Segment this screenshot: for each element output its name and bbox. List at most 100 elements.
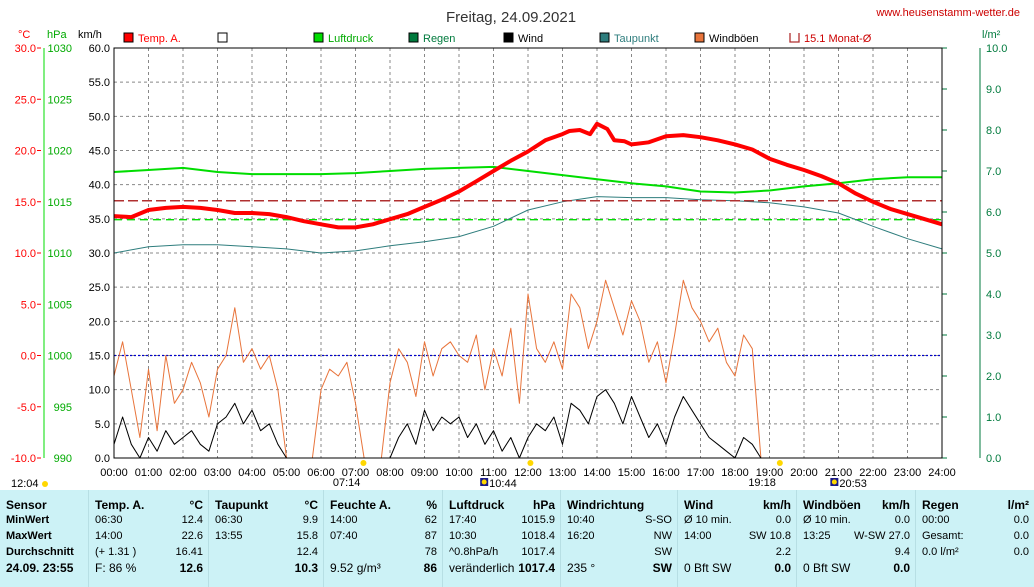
stats-cell-label: 16:20 — [567, 530, 595, 542]
stats-row: 0 Bft SW 0.0 — [803, 561, 910, 575]
stats-column-unit: km/h — [762, 498, 791, 512]
time-tick-label: 15:00 — [618, 467, 646, 479]
weather-chart: Freitag, 24.09.2021 www.heusenstamm-wett… — [11, 7, 1020, 490]
stats-row: 00:00 0.0 — [922, 514, 1029, 528]
stats-column-title: Regen — [922, 498, 959, 512]
wind-tick-label: 20.0 — [89, 316, 110, 328]
series-luftdruck — [113, 165, 942, 194]
stats-cell-value: 0.0 — [894, 514, 910, 526]
pressure-tick-label: 990 — [54, 453, 72, 465]
stats-row: 13:55 15.8 — [215, 530, 318, 544]
axis-unit-labels: °C hPa km/h l/m² — [18, 29, 1001, 41]
legend-label: Regen — [423, 33, 455, 45]
temp-tick-label: 0.0 — [21, 351, 36, 363]
stats-row: 235 ° SW — [567, 561, 672, 575]
stats-row: 10.3 — [215, 561, 318, 575]
stats-column-header: Wind km/h — [684, 498, 791, 512]
stats-cell-value: S-SO — [645, 514, 672, 526]
stats-cell-value: 0.0 — [775, 514, 791, 526]
stats-column-title: Luftdruck — [449, 498, 505, 512]
chart-legend: Temp. A. Luftdruck Regen Wind Taupunkt Windbö… — [123, 32, 872, 45]
stats-cell-value: 1017.4 — [521, 546, 555, 558]
stats-cell-label: 10:30 — [449, 530, 477, 542]
pressure-tick-label: 1015 — [48, 197, 72, 209]
stats-row: 0 Bft SW 0.0 — [684, 561, 791, 575]
stats-column-header: Taupunkt °C — [215, 498, 318, 512]
legend-label: Wind — [518, 33, 543, 45]
stats-cell-value: NW — [653, 530, 672, 542]
time-tick-label: 23:00 — [894, 467, 922, 479]
stats-cell-label: 06:30 — [95, 514, 123, 526]
chart-grid — [114, 48, 942, 458]
stats-cell-label: 17:40 — [449, 514, 477, 526]
wind-tick-label: 15.0 — [89, 351, 110, 363]
time-tick-label: 10:00 — [445, 467, 473, 479]
stats-row: Ø 10 min. 0.0 — [684, 514, 791, 528]
stats-row: 78 — [330, 546, 437, 560]
stats-row: 06:30 9.9 — [215, 514, 318, 528]
stats-row — [922, 561, 1029, 575]
pressure-tick-label: 995 — [54, 402, 72, 414]
stats-row: 13:25 W-SW 27.0 — [803, 530, 910, 544]
temp-tick-label: 30.0 — [15, 43, 36, 55]
stats-cell-value: 1017.4 — [518, 561, 555, 575]
stats-column-feuchte-a-: Feuchte A.% 14:00 62 07:40 87 78 9.52 g/m³ 86 — [323, 490, 443, 587]
stats-row: 2.2 — [684, 546, 791, 560]
time-tick-label: 24:00 — [928, 467, 956, 479]
stats-cell-label: 14:00 — [684, 530, 712, 542]
rain-tick-label: 10.0 — [986, 43, 1007, 55]
sun-marker-icon — [776, 460, 783, 466]
temp-tick-label: -10.0 — [11, 453, 36, 465]
stats-column-title: Temp. A. — [95, 498, 145, 512]
sensor-header: Sensor — [6, 498, 47, 512]
website-link[interactable]: www.heusenstamm-wetter.de — [875, 7, 1020, 19]
stats-column-regen: Regen l/m² 00:00 0.0 Gesamt: 0.0 0.0 l/m² 0.0 — [915, 490, 1034, 587]
time-tick-label: 01:00 — [135, 467, 163, 479]
stats-column-windrichtung: Windrichtung 10:40 S-SO 16:20 NW SW 235 ° SW — [560, 490, 678, 587]
y-axes: 30.0 25.0 20.0 15.0 10.0 5.0 0.0 -5.0 -10.0 1030 1… — [11, 43, 1008, 465]
stats-cell-value: W-SW 27.0 — [853, 530, 910, 542]
legend-label: 15.1 Monat-Ø — [804, 33, 872, 45]
stats-row: veränderlich 1017.4 — [449, 561, 555, 575]
temp-tick-label: 20.0 — [15, 146, 36, 158]
stats-row: Gesamt: 0.0 — [922, 530, 1029, 544]
stats-cell-value: 86 — [423, 561, 437, 575]
wind-tick-label: 55.0 — [89, 77, 110, 89]
legend-swatch — [789, 33, 800, 43]
stats-cell-label: 07:40 — [330, 530, 358, 542]
series-temp-a- — [113, 121, 943, 230]
stats-cell-label: 235 ° — [567, 561, 596, 575]
stats-cell-label: 0 Bft SW — [684, 561, 732, 575]
time-tick-label: 12:00 — [514, 467, 542, 479]
time-tick-label: 14:00 — [583, 467, 611, 479]
time-tick-label: 03:00 — [204, 467, 232, 479]
stats-column-title: Taupunkt — [215, 498, 269, 512]
wind-tick-label: 5.0 — [95, 419, 110, 431]
stats-cell-value: SW 10.8 — [748, 530, 791, 542]
pressure-unit-label: hPa — [47, 29, 67, 41]
stats-row: ^0.8hPa/h 1017.4 — [449, 546, 555, 560]
legend-swatch — [408, 32, 419, 43]
wind-tick-label: 30.0 — [89, 248, 110, 260]
stats-column-unit: km/h — [881, 498, 910, 512]
stats-cell-value: 12.4 — [181, 514, 203, 526]
stats-cell-value: 10.3 — [294, 561, 318, 575]
marker-label: 10:44 — [489, 478, 517, 490]
time-tick-label: 18:00 — [721, 467, 749, 479]
stats-cell-value: SW — [652, 561, 672, 575]
stats-column-header: Temp. A. °C — [95, 498, 203, 512]
stats-cell-value: 2.2 — [775, 546, 791, 558]
stats-column-luftdruck: Luftdruck hPa 17:40 1015.9 10:30 1018.4 ^0.8hP… — [442, 490, 561, 587]
rain-tick-label: 7.0 — [986, 166, 1001, 178]
stats-column-unit: °C — [189, 498, 203, 512]
pressure-tick-label: 1030 — [48, 43, 72, 55]
stats-column-windb-en: Windböen km/h Ø 10 min. 0.0 13:25 W-SW 27.0 9.… — [796, 490, 916, 587]
temp-tick-label: -5.0 — [17, 402, 36, 414]
wind-tick-label: 35.0 — [89, 214, 110, 226]
time-tick-label: 11:00 — [480, 467, 507, 479]
temp-tick-label: 5.0 — [21, 299, 36, 311]
stats-cell-label: 14:00 — [95, 530, 123, 542]
marker-label: 07:14 — [333, 477, 361, 489]
stats-cell-label: 14:00 — [330, 514, 358, 526]
time-tick-label: 08:00 — [376, 467, 404, 479]
